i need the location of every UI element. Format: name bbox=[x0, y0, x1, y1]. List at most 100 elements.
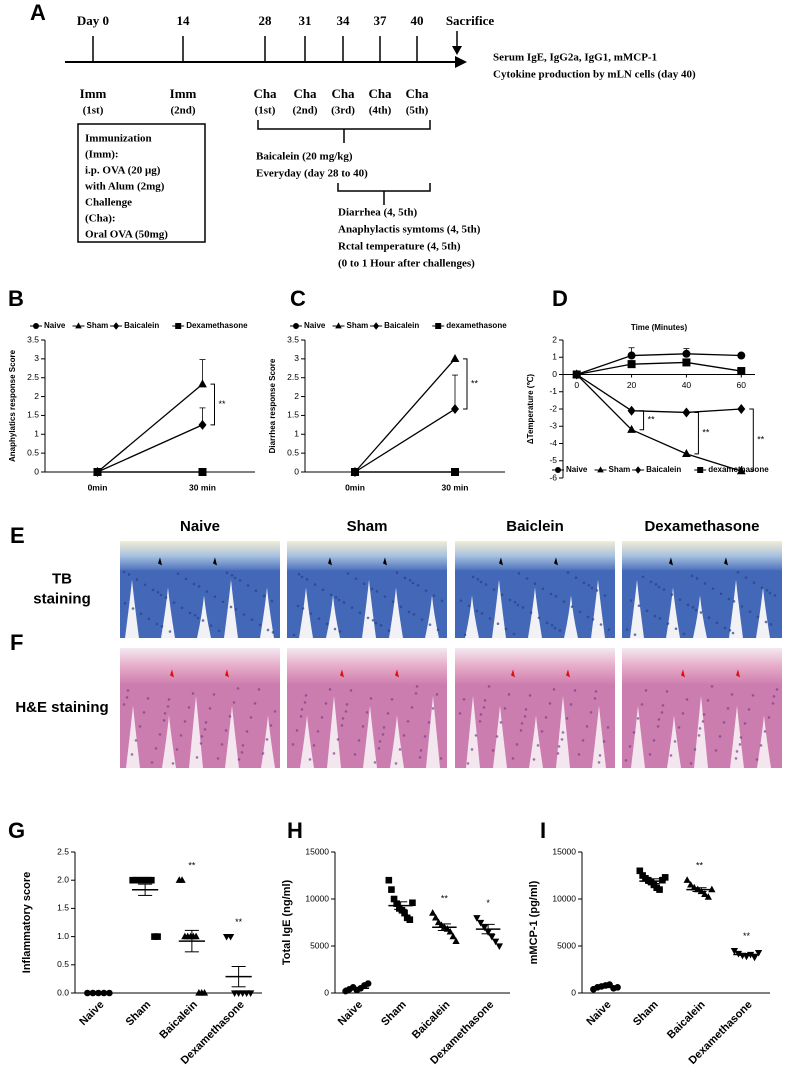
nucleus bbox=[574, 576, 578, 579]
nucleus bbox=[200, 735, 204, 738]
legend-label: Sham bbox=[87, 321, 109, 330]
nucleus bbox=[734, 757, 738, 760]
nucleus bbox=[495, 735, 499, 738]
series-line bbox=[354, 358, 456, 473]
nucleus bbox=[313, 583, 317, 586]
nucleus bbox=[594, 690, 598, 693]
nucleus bbox=[431, 707, 435, 710]
panel-label: H bbox=[287, 818, 303, 843]
nucleus bbox=[599, 623, 603, 626]
marker bbox=[75, 322, 82, 329]
marker bbox=[682, 407, 691, 418]
nucleus bbox=[586, 615, 590, 619]
marker bbox=[737, 367, 746, 376]
marker bbox=[476, 919, 485, 927]
nucleus bbox=[345, 703, 349, 706]
nucleus bbox=[695, 577, 699, 580]
measurement: Diarrhea (4, 5th) bbox=[338, 207, 417, 219]
day-label: 14 bbox=[177, 13, 191, 28]
nucleus bbox=[208, 707, 212, 710]
nucleus bbox=[665, 690, 669, 693]
villus-gap bbox=[389, 587, 403, 638]
nucleus bbox=[744, 576, 748, 579]
villus-gap bbox=[666, 587, 680, 638]
villus-gap bbox=[260, 587, 274, 638]
nucleus bbox=[628, 745, 632, 748]
nucleus bbox=[550, 623, 554, 627]
micrograph-surface bbox=[287, 541, 447, 571]
significance-label: ** bbox=[219, 399, 227, 409]
villus-gap bbox=[425, 595, 439, 638]
marker bbox=[33, 323, 39, 329]
x-tick-label: Naive bbox=[336, 999, 365, 1028]
nucleus bbox=[591, 618, 595, 621]
nucleus bbox=[147, 617, 151, 621]
villus-gap bbox=[197, 595, 211, 638]
nucleus bbox=[122, 570, 126, 574]
marker bbox=[701, 890, 709, 897]
nucleus bbox=[180, 606, 184, 610]
nucleus bbox=[545, 621, 549, 625]
nucleus bbox=[383, 595, 387, 598]
nucleus bbox=[624, 759, 628, 762]
nucleus bbox=[595, 589, 599, 592]
significance-label: ** bbox=[743, 931, 751, 941]
marker bbox=[697, 467, 704, 473]
y-tick-label: 1 bbox=[552, 352, 557, 362]
marker bbox=[635, 466, 642, 474]
y-tick-label: 3 bbox=[294, 353, 299, 363]
nucleus bbox=[743, 722, 747, 725]
nucleus bbox=[183, 720, 187, 723]
nucleus bbox=[625, 628, 629, 631]
panel-label: B bbox=[8, 286, 24, 311]
nucleus bbox=[764, 620, 768, 624]
nucleus bbox=[666, 622, 670, 625]
nucleus bbox=[504, 627, 508, 631]
nucleus bbox=[459, 599, 463, 602]
event-label: Cha bbox=[368, 86, 392, 101]
event-order: (5th) bbox=[406, 105, 429, 117]
nucleus bbox=[300, 575, 304, 579]
nucleus bbox=[168, 630, 172, 633]
villus-gap bbox=[189, 696, 203, 768]
nucleus bbox=[735, 750, 739, 753]
villus-gap bbox=[390, 715, 404, 768]
nucleus bbox=[358, 611, 362, 615]
day-label: 40 bbox=[411, 13, 424, 28]
nucleus bbox=[333, 627, 337, 631]
nucleus bbox=[162, 719, 166, 722]
marker bbox=[393, 900, 400, 907]
significance-label: ** bbox=[441, 893, 449, 903]
nucleus bbox=[308, 758, 312, 761]
villus-gap bbox=[126, 705, 140, 768]
legend-box bbox=[77, 123, 206, 243]
marker bbox=[737, 404, 746, 414]
x-tick-label: Sham bbox=[631, 999, 661, 1029]
nucleus bbox=[399, 605, 403, 609]
nucleus bbox=[657, 718, 661, 721]
nucleus bbox=[344, 710, 348, 713]
nucleus bbox=[374, 621, 378, 625]
nucleus bbox=[179, 734, 183, 737]
nucleus bbox=[722, 721, 726, 724]
y-tick-label: 0.5 bbox=[27, 447, 39, 457]
nucleus bbox=[669, 754, 673, 757]
nucleus bbox=[151, 588, 155, 592]
nucleus bbox=[515, 743, 519, 746]
y-tick-label: 1 bbox=[294, 429, 299, 439]
panel-label: I bbox=[540, 818, 546, 843]
nucleus bbox=[305, 578, 309, 581]
event-order: (2nd) bbox=[292, 105, 317, 117]
nucleus bbox=[710, 685, 714, 688]
nucleus bbox=[740, 605, 744, 608]
box-line: i.p. OVA (20 μg) bbox=[85, 165, 161, 177]
y-tick-label: 1.0 bbox=[57, 931, 69, 941]
box-line: Oral OVA (50mg) bbox=[85, 229, 168, 241]
nucleus bbox=[236, 687, 240, 690]
nucleus bbox=[500, 593, 504, 597]
y-tick-label: -1 bbox=[549, 386, 557, 396]
marker bbox=[198, 379, 207, 388]
x-tick-label: 30 min bbox=[442, 482, 469, 492]
nucleus bbox=[403, 576, 407, 580]
nucleus bbox=[653, 614, 657, 618]
